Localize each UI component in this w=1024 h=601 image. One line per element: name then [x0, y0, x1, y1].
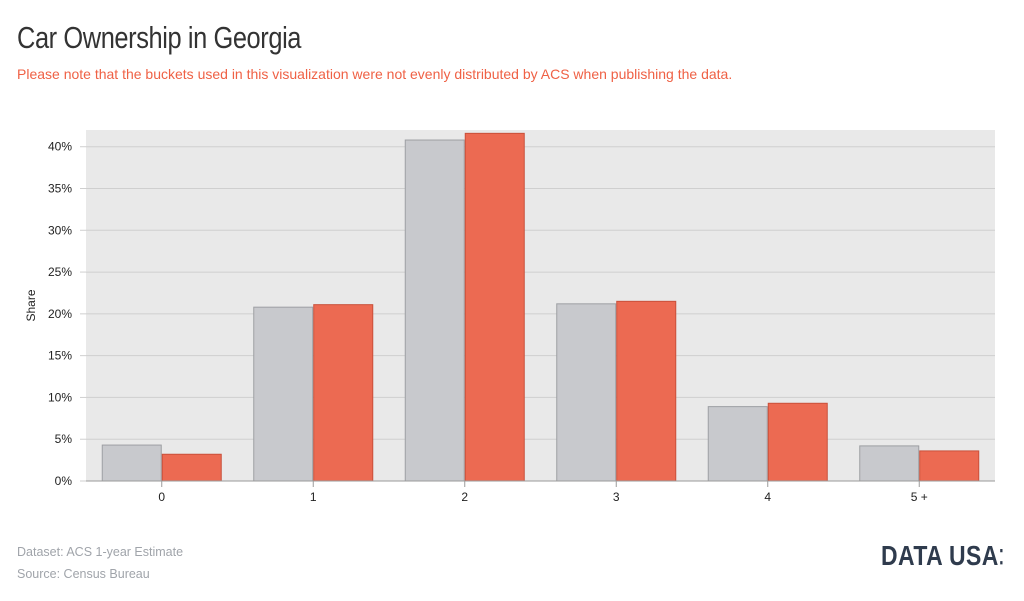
y-tick-label: 25%	[48, 265, 72, 279]
bar-series-2-3	[616, 300, 677, 482]
plot-background	[86, 130, 995, 481]
bar-series-1-4	[707, 406, 768, 482]
bar-series-2-5	[919, 450, 980, 482]
x-tick-label: 4	[764, 490, 771, 504]
y-tick-label: 35%	[48, 182, 72, 196]
dataset-label: Dataset: ACS 1-year Estimate	[17, 545, 184, 559]
datausa-logo[interactable]: DATA USA⁚	[880, 540, 1004, 571]
y-tick-label: 40%	[48, 140, 72, 154]
chart-title: Car Ownership in Georgia	[17, 20, 302, 55]
chart-subtitle-note: Please note that the buckets used in thi…	[17, 66, 733, 82]
bar-series-1-1	[253, 306, 314, 482]
y-tick-label: 10%	[48, 390, 72, 404]
y-tick-label: 15%	[48, 349, 72, 363]
y-axis-title: Share	[24, 289, 38, 321]
y-tick-label: 0%	[55, 474, 73, 488]
bar-series-1-2	[404, 139, 465, 482]
x-tick-label: 0	[158, 490, 165, 504]
y-tick-label: 20%	[48, 307, 72, 321]
bar-series-1-0	[101, 444, 162, 482]
x-tick-label: 3	[613, 490, 620, 504]
x-tick-label: 5 +	[911, 490, 928, 504]
bar-series-2-1	[313, 304, 374, 482]
y-tick-label: 5%	[55, 432, 73, 446]
bar-series-1-5	[859, 445, 920, 482]
bar-series-2-2	[464, 132, 525, 482]
x-tick-label: 1	[310, 490, 317, 504]
y-tick-label: 30%	[48, 223, 72, 237]
bar-series-2-4	[767, 402, 828, 482]
x-tick-label: 2	[461, 490, 468, 504]
bar-series-1-3	[556, 303, 617, 482]
source-label: Source: Census Bureau	[17, 567, 150, 581]
bar-chart: 0% 5% 10% 15% 20% 25% 30% 35% 40% Share 0 1 2 3 4 5 +	[24, 130, 995, 504]
bar-series-2-0	[161, 453, 222, 482]
